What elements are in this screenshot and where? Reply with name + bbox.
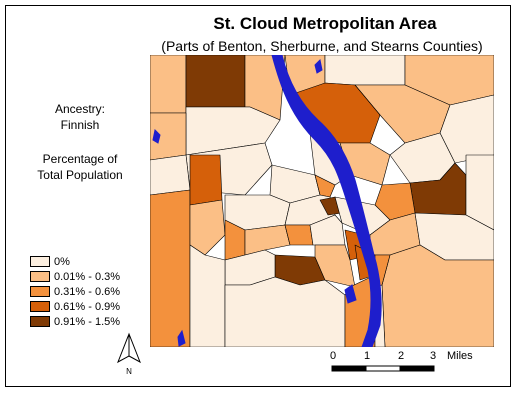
choropleth-map (150, 55, 494, 347)
measure-label: Percentage of Total Population (20, 151, 140, 183)
lake (314, 58, 323, 74)
legend-swatch (30, 271, 50, 282)
legend-label: 0.01% - 0.3% (54, 270, 121, 283)
tract (465, 154, 494, 231)
lake (344, 284, 357, 304)
tract (309, 214, 346, 246)
legend-item: 0% (30, 254, 120, 269)
north-label: N (126, 367, 132, 376)
scale-tick-label: 0 (330, 350, 337, 362)
legend-item: 0.61% - 0.9% (30, 299, 120, 314)
legend-label: 0.91% - 1.5% (54, 315, 121, 328)
map-subtitle: (Parts of Benton, Sherburne, and Stearns… (161, 38, 483, 54)
tract (324, 55, 406, 86)
map-frame (5, 5, 511, 387)
legend-label: 0.61% - 0.9% (54, 300, 121, 313)
legend-item: 0.31% - 0.6% (30, 284, 120, 299)
legend-swatch (30, 301, 50, 312)
map-title: St. Cloud Metropolitan Area (213, 14, 437, 33)
scale-tick-label: 2 (398, 350, 405, 362)
tract (224, 276, 346, 347)
tract (185, 55, 246, 108)
variable-label-line1: Ancestry: (54, 102, 105, 116)
legend-item: 0.01% - 0.3% (30, 269, 120, 284)
tract (189, 244, 226, 347)
north-arrow-icon: N (117, 332, 141, 376)
scale-tick-label: 1 (364, 350, 371, 362)
tract (150, 189, 191, 347)
legend-swatch (30, 256, 50, 267)
tract (284, 224, 314, 246)
tract (381, 244, 494, 347)
legend-label: 0.31% - 0.6% (54, 285, 121, 298)
measure-label-line2: Total Population (37, 168, 123, 182)
legend-swatch (30, 316, 50, 327)
river (271, 55, 382, 347)
tract (150, 154, 191, 196)
tract (189, 154, 223, 206)
legend-item: 0.91% - 1.5% (30, 314, 120, 329)
tract (189, 199, 226, 256)
legend: 0% 0.01% - 0.3% 0.31% - 0.6% 0.61% - 0.9… (30, 254, 120, 329)
tract (150, 55, 187, 114)
variable-label: Ancestry: Finnish (20, 101, 140, 133)
lake (152, 128, 161, 144)
legend-swatch (30, 286, 50, 297)
scale-tick-label: 3 (430, 350, 437, 362)
scale-unit: Miles (447, 350, 473, 362)
tract (244, 224, 291, 256)
legend-label: 0% (54, 255, 70, 268)
lake (177, 329, 186, 347)
variable-label-line2: Finnish (60, 118, 100, 132)
measure-label-line1: Percentage of (42, 152, 118, 166)
scale-bar (331, 365, 435, 372)
